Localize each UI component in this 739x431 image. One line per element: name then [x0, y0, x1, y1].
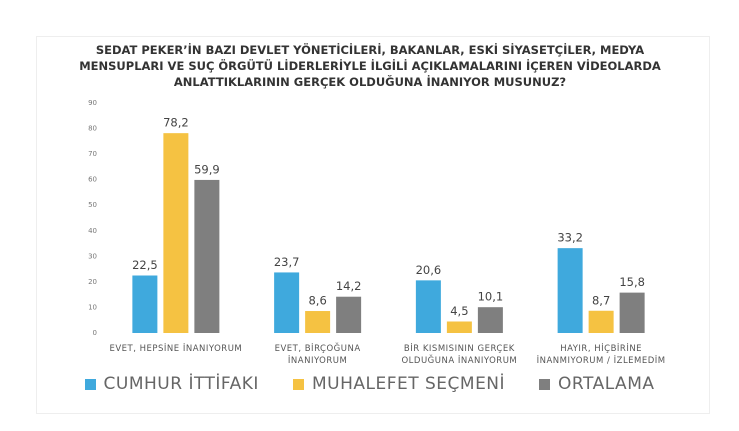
x-tick-label: HAYIR, HİÇBİRİNE İNANMIYORUM / İZLEMEDİM [536, 344, 666, 366]
legend-swatch [539, 378, 551, 390]
y-tick-label: 70 [88, 150, 97, 158]
bar [619, 292, 645, 333]
chart-frame [36, 36, 710, 414]
data-label: 15,8 [619, 275, 645, 289]
y-tick-label: 20 [88, 278, 97, 286]
bar [446, 321, 472, 333]
legend-label: MUHALEFET SEÇMENİ [311, 374, 506, 394]
x-tick-label: BİR KISMISININ GERÇEK OLDUĞUNA İNANIYORU… [401, 344, 518, 366]
legend-swatch [292, 378, 304, 390]
y-tick-label: 90 [88, 99, 97, 107]
bar [305, 311, 331, 333]
legend-item: MUHALEFET SEÇMENİ [292, 374, 506, 394]
y-tick-label: 40 [88, 227, 97, 235]
x-tick-label: EVET, HEPSİNE İNANIYORUM [109, 344, 243, 354]
y-tick-label: 50 [88, 201, 97, 209]
legend-swatch [84, 378, 96, 390]
chart-title: SEDAT PEKER’İN BAZI DEVLET YÖNETİCİLERİ,… [79, 43, 661, 89]
data-label: 22,5 [132, 258, 158, 272]
data-label: 59,9 [194, 162, 220, 176]
data-label: 4,5 [450, 304, 468, 318]
bar [194, 179, 220, 333]
bar [477, 307, 503, 333]
x-tick-label: EVET, BİRÇOĞUNA İNANIYORUM [274, 344, 361, 366]
data-label: 78,2 [163, 116, 189, 130]
bar [132, 275, 158, 333]
bar [557, 248, 583, 333]
data-label: 8,6 [308, 294, 326, 308]
y-tick-label: 10 [88, 303, 97, 311]
bar [336, 296, 362, 333]
bar [163, 133, 189, 333]
legend-item: CUMHUR İTTİFAKI [84, 374, 259, 394]
data-label: 33,2 [557, 231, 583, 245]
legend-label: CUMHUR İTTİFAKI [103, 374, 259, 394]
bar [415, 280, 441, 333]
legend-label: ORTALAMA [558, 374, 655, 394]
bar [588, 310, 614, 333]
data-label: 10,1 [478, 290, 504, 304]
y-tick-label: 0 [93, 329, 97, 337]
legend-item: ORTALAMA [539, 374, 654, 394]
data-label: 20,6 [416, 263, 442, 277]
y-tick-label: 80 [88, 125, 97, 133]
data-label: 23,7 [274, 255, 300, 269]
y-tick-label: 30 [88, 252, 97, 260]
bar [274, 272, 300, 333]
y-tick-label: 60 [88, 176, 97, 184]
data-label: 14,2 [336, 279, 362, 293]
legend: CUMHUR İTTİFAKI MUHALEFET SEÇMENİ ORTALAMA [0, 374, 739, 394]
data-label: 8,7 [592, 293, 610, 307]
